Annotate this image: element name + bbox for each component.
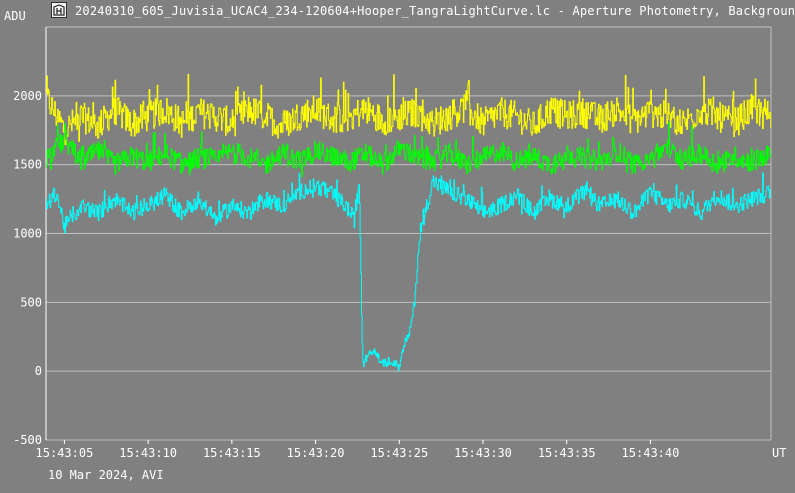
x-tick-label: 15:43:05 [36,446,94,460]
title-bar: 20240310_605_Juvisia_UCAC4_234-120604+Ho… [0,0,795,24]
x-tick-label: 15:43:15 [203,446,261,460]
series-line-1 [46,74,772,145]
x-tick-label: 15:43:30 [454,446,512,460]
y-tick-label: 2000 [13,89,42,103]
y-tick-label: -500 [13,433,42,447]
grid [45,26,772,444]
x-tick-label: 15:43:35 [538,446,596,460]
series-layer [46,74,772,372]
x-tick-label: 15:43:10 [119,446,177,460]
y-tick-label: 0 [35,364,42,378]
x-tick-label: 15:43:40 [622,446,680,460]
date-label: 10 Mar 2024, AVI [48,468,164,482]
x-tick-label: 15:43:20 [287,446,345,460]
y-tick-label: 1000 [13,227,42,241]
tangra-app-icon [51,2,67,18]
y-axis-label: ADU [4,9,26,23]
x-tick-label: 15:43:25 [370,446,428,460]
y-tick-label: 500 [20,295,42,309]
x-axis-label: UT [772,446,787,460]
series-line-3 [46,172,772,372]
window-title: 20240310_605_Juvisia_UCAC4_234-120604+Ho… [75,4,795,18]
series-line-2 [46,121,772,178]
y-tick-label: 1500 [13,158,42,172]
